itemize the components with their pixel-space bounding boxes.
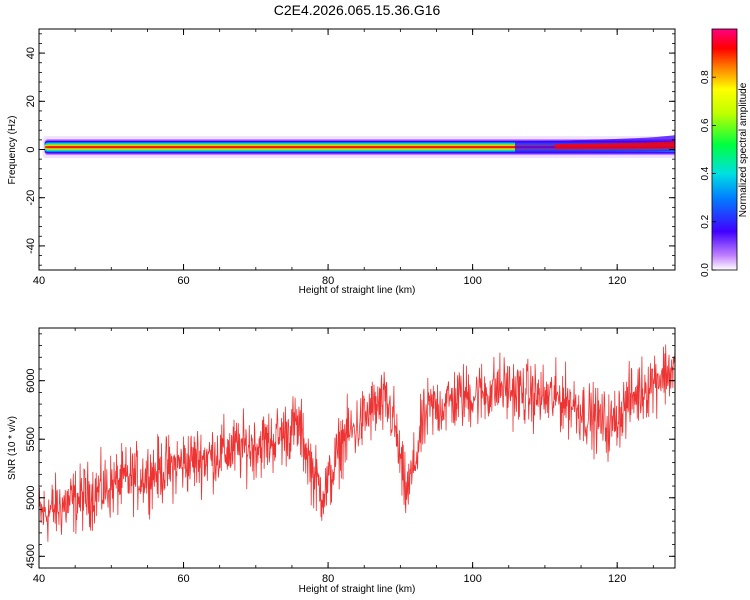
- spectrogram-x-tick-label: 60: [177, 275, 189, 287]
- snr-series-line: [39, 344, 675, 542]
- spectrogram-panel: 40 60 80 100 120 40 20 0 -20 -40 Height of straig…: [7, 28, 676, 296]
- spectrogram-y-tick-label: 20: [25, 95, 37, 107]
- colorbar-tick-label: 0.4: [700, 166, 711, 180]
- spectrogram-y-tick-label: -20: [25, 190, 37, 206]
- spectrogram-y-tick-label: 40: [25, 47, 37, 59]
- colorbar-ticks: 0.0 0.2 0.4 0.6 0.8: [700, 70, 716, 277]
- colorbar-tick-label: 0.8: [700, 70, 711, 84]
- snr-x-tick-label: 60: [177, 573, 189, 585]
- snr-x-tick-label: 100: [463, 573, 481, 585]
- colorbar-tick-label: 0.0: [700, 263, 711, 277]
- spectrogram-x-tick-label: 80: [322, 275, 334, 287]
- spectrogram-x-tick-label: 120: [608, 275, 626, 287]
- snr-x-label: Height of straight line (km): [299, 584, 416, 595]
- snr-x-tick-label: 40: [33, 573, 45, 585]
- colorbar-tick-label: 0.2: [700, 214, 711, 228]
- snr-y-label: SNR (10 * v/v): [7, 416, 18, 480]
- snr-x-tick-label: 80: [322, 573, 334, 585]
- snr-ticks: 40 60 80 100 120 4500 5000 5500 6000: [25, 328, 675, 585]
- snr-frame: [38, 327, 676, 569]
- snr-y-tick-label: 5000: [25, 486, 37, 510]
- snr-panel: 40 60 80 100 120 4500 5000 5500 6000 Height of s…: [7, 327, 676, 595]
- spectrogram-y-tick-label: 0: [25, 146, 37, 152]
- colorbar-gradient: [711, 28, 738, 271]
- spectrogram-x-label: Height of straight line (km): [299, 285, 416, 296]
- ridge-flare-core: [555, 141, 675, 150]
- spectrogram-x-tick-label: 40: [33, 275, 45, 287]
- snr-y-tick-label: 6000: [25, 368, 37, 392]
- chart-title: C2E4.2026.065.15.36.G16: [274, 2, 441, 18]
- spectral-ridge: [42, 135, 675, 159]
- spectrogram-ticks: 40 60 80 100 120 40 20 0 -20 -40: [25, 29, 675, 287]
- spectrogram-y-label: Frequency (Hz): [7, 116, 18, 185]
- colorbar: 0.0 0.2 0.4 0.6 0.8 Normalized spectral ampl…: [700, 28, 749, 277]
- colorbar-tick-label: 0.6: [700, 118, 711, 132]
- spectrogram-y-tick-label: -40: [25, 238, 37, 254]
- snr-x-tick-label: 120: [608, 573, 626, 585]
- colorbar-label: Normalized spectral amplitude: [738, 82, 749, 217]
- spectrogram-x-tick-label: 100: [463, 275, 481, 287]
- snr-y-tick-label: 5500: [25, 427, 37, 451]
- snr-y-tick-label: 4500: [25, 544, 37, 568]
